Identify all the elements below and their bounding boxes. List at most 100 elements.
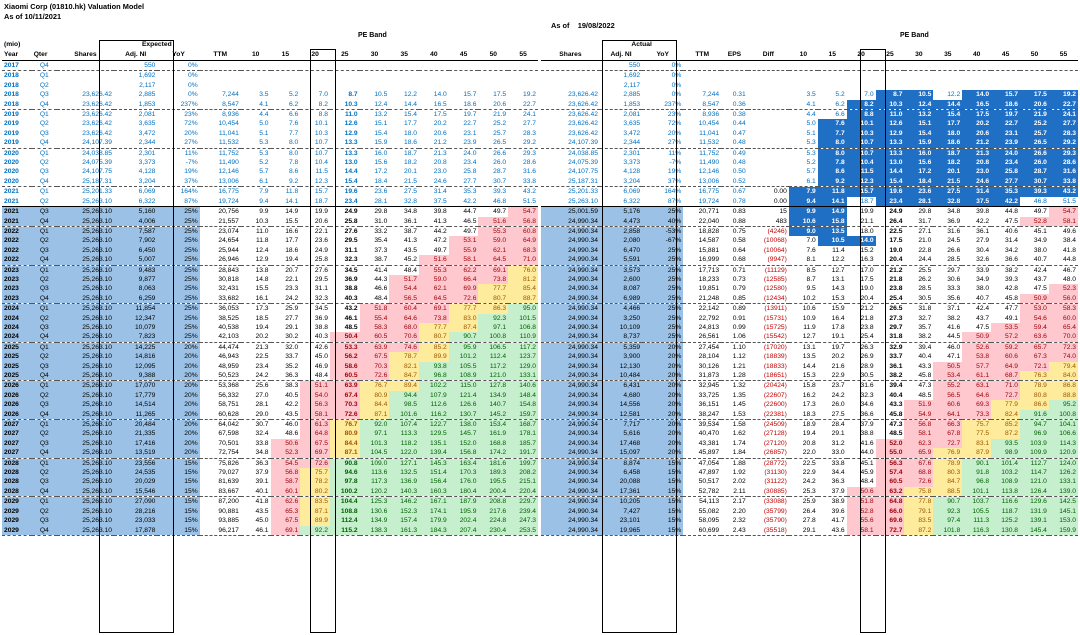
pe-cell: 43.5: [404, 246, 418, 254]
pe-cell: 153.4: [478, 419, 509, 430]
pe-cell: 14.0: [962, 90, 992, 100]
pe-cell: 34.6: [860, 401, 874, 409]
pe-cell: 22.0: [788, 448, 818, 459]
yoy-cell: 20%: [642, 371, 684, 382]
adj-ni-cell: 6,431: [599, 380, 643, 391]
pe-cell: 145.7: [448, 429, 479, 439]
pe-cell: 25.4: [846, 332, 876, 343]
adj-ni-cell: 1,692: [623, 72, 641, 80]
pe-cell: 5.2: [835, 91, 845, 99]
adj-ni-cell: 23,033: [113, 516, 158, 526]
diff-cell: (35799): [763, 507, 787, 515]
pe-cell: 17.3: [802, 401, 816, 409]
pe-cell: 12.2: [947, 91, 961, 99]
pe-cell: 24.2: [831, 391, 845, 399]
pe-cell: 32.6: [962, 255, 992, 266]
pe-cell: 105.5: [448, 361, 479, 371]
pe-cell: 9.4: [788, 196, 818, 208]
pe-cell: 12.9: [875, 128, 905, 139]
ttm-cell: 36,151: [698, 401, 720, 409]
ttm-cell: 27,454: [698, 343, 720, 351]
pe-cell: 45.1: [860, 459, 874, 467]
pe-cell: 65.4: [1048, 322, 1078, 333]
adj-ni-cell: 12,581: [599, 409, 643, 421]
pe-cell: 14.0: [846, 236, 876, 246]
unit-label: (mio): [4, 41, 21, 48]
pe-cell: 92.3: [933, 506, 963, 517]
yoy-cell: 20%: [667, 129, 682, 137]
yoy-cell: 37%: [157, 176, 200, 188]
pe-cell: 239.4: [508, 506, 538, 517]
shares-cell: 25,263.10: [56, 390, 114, 401]
adj-ni-cell: 5,359: [599, 342, 643, 353]
ttm-cell: 19,851: [698, 285, 720, 293]
ttm-cell: 30,818: [218, 275, 239, 283]
pe-cell: 77.9: [991, 400, 1021, 410]
pe-cell: 32.3: [860, 391, 874, 399]
pe-cell: 10.7: [314, 149, 328, 157]
pe-cell: 84.7: [933, 477, 963, 487]
pe-cell: 23.7: [831, 382, 845, 390]
pe-cell: 62.3: [904, 438, 934, 449]
quarter-cell: Q4: [31, 216, 57, 227]
pe-cell: 27.6: [314, 266, 328, 274]
pe-cell: 123.7: [508, 352, 538, 362]
yoy-cell: -67%: [642, 236, 684, 246]
pe-cell: 63.9: [329, 380, 360, 391]
pe-cell: 20.6: [478, 99, 509, 111]
pe-cell: 25.3: [788, 486, 818, 498]
ttm-cell: 11,490: [699, 159, 720, 167]
pe-cell: 23.0: [433, 168, 447, 176]
ttm-cell: 12,146: [698, 168, 720, 176]
pe-cell: 24.0: [991, 148, 1021, 159]
pe-cell: 10.5: [904, 90, 934, 100]
shares-cell: 24,990.34: [541, 409, 600, 421]
table-row: 2025 Q4 25,263.10 9,388 20% 50,523 24.2 36.3 48.…: [2, 371, 538, 382]
pe-cell: 40.3: [329, 293, 360, 305]
pe-cell: 25.2: [493, 120, 507, 128]
pe-cell: 66.3: [933, 419, 963, 430]
ttm-cell: 10,454: [218, 120, 239, 128]
pe-cell: 28.4: [831, 421, 845, 429]
pe-cell: 57.2: [991, 332, 1021, 343]
header-cell: 10: [788, 50, 818, 61]
diff-cell: [748, 119, 789, 128]
pe-cell: 75.7: [300, 468, 330, 478]
pe-cell: 41.3: [419, 216, 449, 227]
pe-cell: 26.0: [831, 401, 845, 409]
year-cell: 2024: [2, 322, 32, 333]
pe-cell: 11.8: [285, 188, 299, 196]
pe-cell: 27.6: [344, 227, 358, 235]
pe-cell: 15.7: [314, 188, 328, 196]
yoy-cell: 0%: [671, 72, 682, 80]
pe-cell: 36.1: [889, 362, 903, 370]
pe-cell: 161.3: [389, 525, 420, 536]
pe-cell: 8.6: [288, 168, 299, 176]
pe-cell: 129.5: [419, 429, 449, 439]
pe-cell: 23.8: [889, 285, 903, 293]
pe-cell: 32.8: [933, 196, 963, 208]
pe-cell: 93.8: [419, 361, 449, 371]
pe-cell: 77.7: [478, 284, 509, 294]
pe-cell: [1020, 81, 1049, 90]
as-of-right: As of 19/08/2022: [551, 21, 615, 30]
ttm-cell: 79,027: [218, 469, 239, 477]
pe-cell: 17.5: [889, 237, 903, 245]
shares-cell: 24,075.39: [82, 159, 112, 167]
pe-cell: 5.2: [288, 91, 299, 99]
diff-cell: (15731): [763, 314, 787, 322]
ttm-cell: 14,587: [698, 237, 720, 245]
pe-cell: 13.1: [802, 343, 816, 351]
pe-cell: 28.1: [904, 196, 934, 208]
shares-cell: 24,990.34: [541, 293, 600, 305]
pe-cell: 42.2: [448, 196, 479, 208]
pe-cell: 140.6: [508, 380, 538, 391]
pe-cell: 31.1: [344, 246, 358, 254]
pe-cell: 41.8: [255, 498, 269, 506]
pe-cell: 45.9: [860, 469, 874, 477]
header-cell: Shares: [541, 50, 600, 61]
pe-cell: 19.4: [802, 430, 816, 438]
pe-cell: 87.1: [329, 448, 360, 459]
table-row: 24,107.75 4,128 19% 12,146 0.50 5.7 8.6 11.5 14.…: [541, 167, 1078, 177]
pe-cell: 17.7: [404, 120, 418, 128]
